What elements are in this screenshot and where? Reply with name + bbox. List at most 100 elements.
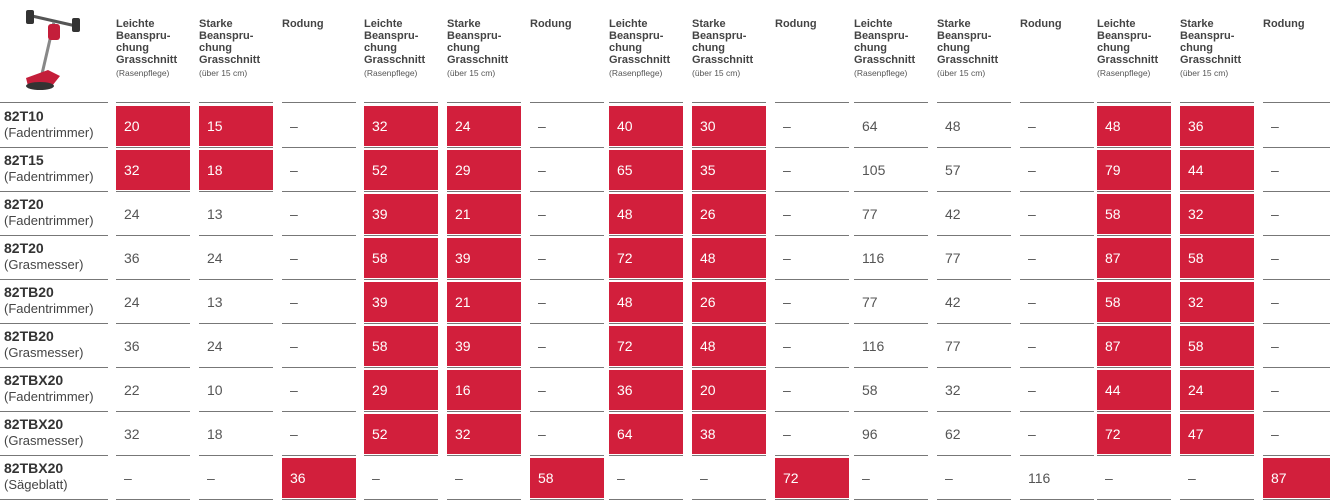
row-rule bbox=[199, 279, 273, 280]
table-cell: – bbox=[937, 458, 1011, 498]
table-cell: 22 bbox=[116, 370, 190, 410]
row-rule bbox=[609, 279, 683, 280]
row-rule bbox=[282, 367, 356, 368]
table-cell: 39 bbox=[447, 238, 521, 278]
row-rule bbox=[1263, 323, 1330, 324]
row-rule bbox=[609, 367, 683, 368]
row-rule bbox=[1097, 499, 1171, 500]
header-rule bbox=[530, 102, 604, 103]
row-rule bbox=[530, 191, 604, 192]
header-line: Grasschnitt bbox=[1180, 54, 1260, 66]
header-line: Rodung bbox=[775, 18, 855, 30]
table-cell: 32 bbox=[1180, 282, 1254, 322]
table-cell: 42 bbox=[937, 194, 1011, 234]
row-rule bbox=[199, 191, 273, 192]
row-rule bbox=[116, 499, 190, 500]
row-rule bbox=[1263, 235, 1330, 236]
table-cell: 32 bbox=[116, 150, 190, 190]
row-rule bbox=[1263, 411, 1330, 412]
table-cell: 24 bbox=[116, 282, 190, 322]
row-rule bbox=[447, 455, 521, 456]
header-line: Beanspru- bbox=[937, 30, 1017, 42]
header-line: chung bbox=[116, 42, 196, 54]
row-rule bbox=[530, 235, 604, 236]
row-rule bbox=[775, 323, 849, 324]
table-cell: – bbox=[1097, 458, 1171, 498]
header-line: Beanspru- bbox=[447, 30, 527, 42]
row-rule bbox=[282, 455, 356, 456]
header-line: Starke bbox=[199, 18, 279, 30]
row-rule bbox=[937, 279, 1011, 280]
row-rule bbox=[0, 191, 108, 192]
table-cell: 32 bbox=[937, 370, 1011, 410]
table-cell: 96 bbox=[854, 414, 928, 454]
header-rule bbox=[1263, 102, 1330, 103]
row-rule bbox=[854, 191, 928, 192]
row-rule bbox=[937, 191, 1011, 192]
table-cell: – bbox=[1020, 194, 1094, 234]
row-rule bbox=[937, 235, 1011, 236]
row-rule bbox=[116, 367, 190, 368]
table-cell: 57 bbox=[937, 150, 1011, 190]
header-line: Leichte bbox=[364, 18, 444, 30]
row-rule bbox=[854, 147, 928, 148]
model-variant: (Grasmesser) bbox=[4, 257, 83, 272]
table-cell: 24 bbox=[1180, 370, 1254, 410]
header-line: Starke bbox=[447, 18, 527, 30]
header-line: Beanspru- bbox=[116, 30, 196, 42]
row-rule bbox=[199, 499, 273, 500]
table-cell: – bbox=[1180, 458, 1254, 498]
table-cell: – bbox=[1263, 326, 1330, 366]
row-rule bbox=[1020, 147, 1094, 148]
header-line: Grasschnitt bbox=[199, 54, 279, 66]
table-cell: 42 bbox=[937, 282, 1011, 322]
header-line: Leichte bbox=[116, 18, 196, 30]
row-rule bbox=[282, 411, 356, 412]
row-rule bbox=[1263, 455, 1330, 456]
row-rule bbox=[692, 455, 766, 456]
header-line: Beanspru- bbox=[364, 30, 444, 42]
row-rule bbox=[692, 279, 766, 280]
row-rule bbox=[854, 323, 928, 324]
table-cell: – bbox=[775, 326, 849, 366]
table-cell: – bbox=[282, 106, 356, 146]
row-rule bbox=[1263, 279, 1330, 280]
table-cell: – bbox=[1263, 238, 1330, 278]
row-rule bbox=[447, 191, 521, 192]
table-cell: 30 bbox=[692, 106, 766, 146]
table-cell: – bbox=[1263, 106, 1330, 146]
row-rule bbox=[1180, 411, 1254, 412]
row-rule bbox=[692, 235, 766, 236]
header-line: Grasschnitt bbox=[692, 54, 772, 66]
row-rule bbox=[854, 499, 928, 500]
row-rule bbox=[692, 499, 766, 500]
table-cell: 47 bbox=[1180, 414, 1254, 454]
header-line: Grasschnitt bbox=[364, 54, 444, 66]
table-cell: 48 bbox=[692, 238, 766, 278]
header-line: chung bbox=[364, 42, 444, 54]
header-rule bbox=[364, 102, 438, 103]
table-cell: 32 bbox=[1180, 194, 1254, 234]
table-cell: 39 bbox=[447, 326, 521, 366]
row-rule bbox=[937, 455, 1011, 456]
row-rule bbox=[1020, 455, 1094, 456]
row-rule bbox=[447, 235, 521, 236]
header-line: chung bbox=[1097, 42, 1177, 54]
table-cell: – bbox=[530, 106, 604, 146]
table-cell: – bbox=[282, 326, 356, 366]
row-rule bbox=[1180, 323, 1254, 324]
table-cell: 52 bbox=[364, 414, 438, 454]
row-rule bbox=[609, 411, 683, 412]
row-rule bbox=[937, 367, 1011, 368]
header-rule bbox=[1020, 102, 1094, 103]
row-rule bbox=[1180, 499, 1254, 500]
table-cell: 77 bbox=[854, 194, 928, 234]
table-cell: – bbox=[775, 238, 849, 278]
row-rule bbox=[116, 235, 190, 236]
table-cell: 72 bbox=[1097, 414, 1171, 454]
table-cell: 13 bbox=[199, 194, 273, 234]
row-rule bbox=[692, 411, 766, 412]
header-rule bbox=[116, 102, 190, 103]
row-rule bbox=[692, 191, 766, 192]
row-rule bbox=[609, 147, 683, 148]
